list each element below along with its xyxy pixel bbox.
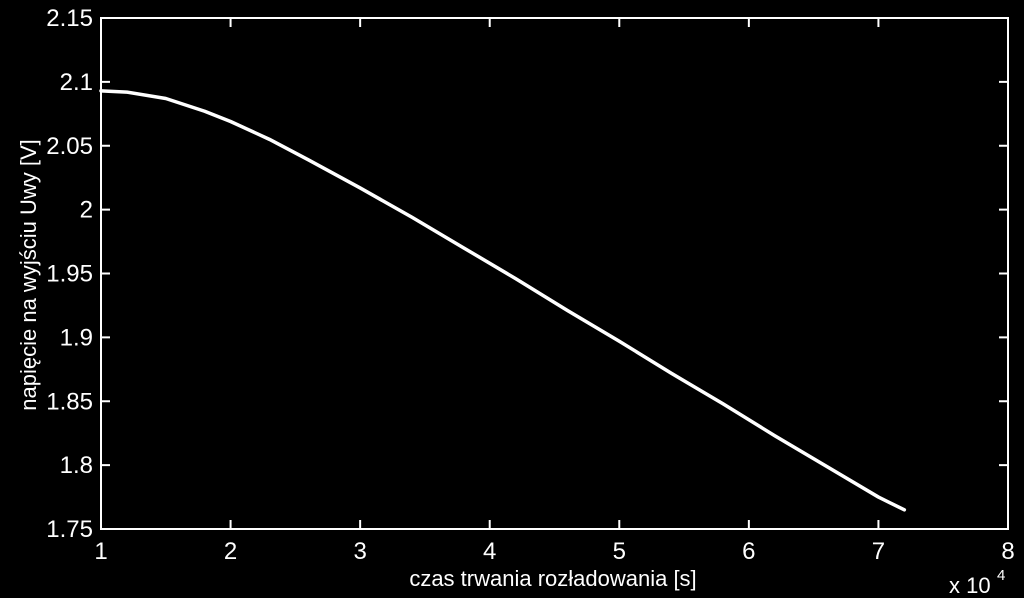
y-tick-label: 2.15	[46, 5, 93, 32]
x-tick-label: 2	[224, 538, 237, 565]
x-axis-label: czas trwania rozładowania [s]	[409, 566, 696, 591]
y-tick-label: 2.1	[60, 69, 93, 96]
x-axis-exponent-power: 4	[997, 567, 1005, 584]
x-axis-exponent-base: x 10	[949, 573, 991, 598]
y-tick-label: 1.9	[60, 324, 93, 351]
x-tick-label: 5	[613, 538, 626, 565]
y-axis-label: napięcie na wyjściu Uwy [V]	[16, 139, 41, 410]
y-tick-label: 1.85	[46, 388, 93, 415]
x-tick-label: 4	[483, 538, 496, 565]
y-tick-label: 1.8	[60, 452, 93, 479]
y-tick-label: 2	[80, 197, 93, 224]
x-tick-label: 3	[353, 538, 366, 565]
voltage-series-line	[99, 89, 907, 512]
y-tick-label: 1.75	[46, 516, 93, 543]
y-tick-label: 1.95	[46, 261, 93, 288]
y-tick-label: 2.05	[46, 133, 93, 160]
x-tick-label: 1	[94, 538, 107, 565]
ticks: 1 2 3 4 5 6 7 8 1.75 1.8 1.85 1.9 1.95 2 2.05 2.1 2.15	[46, 5, 1014, 565]
x-tick-label: 6	[742, 538, 755, 565]
labels: czas trwania rozładowania [s] napięcie n…	[16, 139, 1005, 598]
x-tick-label: 8	[1001, 538, 1014, 565]
x-tick-label: 7	[872, 538, 885, 565]
series	[99, 89, 907, 512]
